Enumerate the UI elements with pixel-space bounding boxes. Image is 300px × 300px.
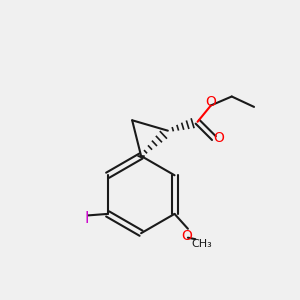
Text: O: O <box>181 229 192 243</box>
Text: O: O <box>206 95 216 109</box>
Polygon shape <box>137 156 145 158</box>
Text: CH₃: CH₃ <box>191 238 212 249</box>
Text: O: O <box>213 131 224 145</box>
Text: I: I <box>85 211 89 226</box>
